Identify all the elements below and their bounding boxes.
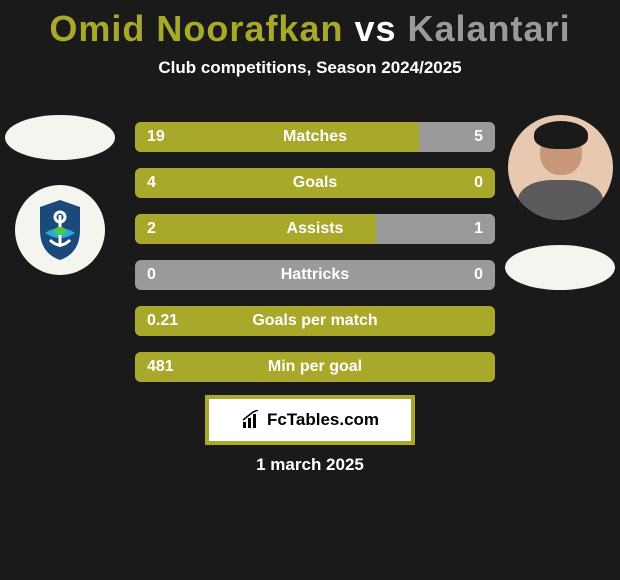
title-player-left: Omid Noorafkan bbox=[49, 8, 343, 49]
stat-value-right: 5 bbox=[474, 128, 483, 146]
stat-label: Goals per match bbox=[135, 312, 495, 330]
stat-value-left: 2 bbox=[147, 220, 156, 238]
stat-row: Hattricks0 0 bbox=[135, 260, 495, 290]
stats-bars: Matches195Goals40Assists21Hattricks00Goa… bbox=[135, 122, 495, 398]
stat-value-right: 1 bbox=[474, 220, 483, 238]
player-right-avatar bbox=[508, 115, 613, 220]
stat-label: Hattricks bbox=[135, 266, 495, 284]
brand-text: FcTables.com bbox=[267, 410, 379, 430]
anchor-club-icon bbox=[25, 195, 95, 265]
stat-row: Min per goal481 bbox=[135, 352, 495, 382]
brand-badge[interactable]: FcTables.com bbox=[205, 395, 415, 445]
stat-value-left: 0.21 bbox=[147, 312, 178, 330]
stat-value-left: 0 bbox=[147, 266, 156, 284]
stat-row: Matches19 5 bbox=[135, 122, 495, 152]
stat-value-left: 481 bbox=[147, 358, 174, 376]
left-player-column bbox=[5, 115, 115, 275]
title-player-right: Kalantari bbox=[408, 8, 571, 49]
player-left-club-badge bbox=[15, 185, 105, 275]
stat-value-right: 0 bbox=[474, 174, 483, 192]
player-right-club-placeholder bbox=[505, 245, 615, 290]
stat-value-left: 4 bbox=[147, 174, 156, 192]
stat-label: Matches bbox=[135, 128, 495, 146]
stat-label: Min per goal bbox=[135, 358, 495, 376]
stat-label: Assists bbox=[135, 220, 495, 238]
stat-value-left: 19 bbox=[147, 128, 165, 146]
player-left-avatar-placeholder bbox=[5, 115, 115, 160]
stat-row: Goals4 0 bbox=[135, 168, 495, 198]
snapshot-date: 1 march 2025 bbox=[0, 455, 620, 475]
subtitle: Club competitions, Season 2024/2025 bbox=[0, 58, 620, 78]
stat-label: Goals bbox=[135, 174, 495, 192]
avatar-shirt bbox=[518, 180, 603, 220]
comparison-title: Omid Noorafkan vs Kalantari bbox=[0, 0, 620, 50]
stat-value-right: 0 bbox=[474, 266, 483, 284]
right-player-column bbox=[505, 115, 615, 290]
title-vs: vs bbox=[343, 8, 407, 49]
stat-row: Goals per match0.21 bbox=[135, 306, 495, 336]
bars-chart-icon bbox=[241, 410, 261, 430]
stat-row: Assists2 1 bbox=[135, 214, 495, 244]
